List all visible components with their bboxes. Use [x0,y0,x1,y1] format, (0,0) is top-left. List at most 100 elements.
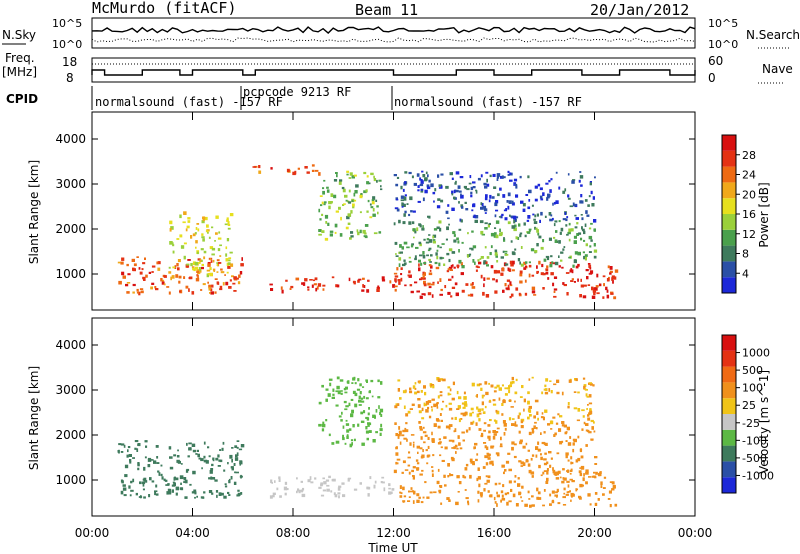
scatter-cell [457,240,460,244]
scatter-cell [334,494,338,498]
scatter-cell [346,173,349,176]
scatter-cell [444,484,447,487]
scatter-cell [510,215,513,218]
scatter-cell [229,251,233,254]
scatter-cell [438,262,441,267]
scatter-cell [378,231,382,234]
scatter-cell [358,278,362,281]
scatter-cell [351,382,354,384]
scatter-cell [486,446,489,450]
scatter-cell [328,475,331,479]
scatter-cell [217,282,220,285]
scatter-cell [351,442,353,446]
scatter-cell [519,396,523,398]
scatter-cell [518,292,521,296]
scatter-cell [395,255,399,257]
scatter-cell [120,490,124,495]
scatter-cell [577,263,580,267]
scatter-cell [594,456,598,459]
scatter-cell [577,391,580,394]
scatter-cell [339,379,344,382]
scatter-cell [340,392,343,395]
scatter-cell [374,480,377,484]
scatter-cell [169,456,173,459]
scatter-cell [528,405,532,409]
scatter-cell [326,189,330,193]
scatter-cell [588,476,592,478]
scatter-cell [509,296,512,299]
scatter-cell [435,418,439,421]
scatter-cell [584,257,587,261]
scatter-cell [496,260,499,263]
scatter-cell [567,442,572,446]
scatter-cell [408,213,411,217]
scatter-cell [175,274,179,278]
scatter-cell [423,441,426,444]
scatter-cell [347,222,351,225]
scatter-cell [521,500,524,502]
scatter-cell [187,217,191,220]
scatter-cell [578,232,582,235]
scatter-cell [527,175,530,179]
scatter-cell [521,485,524,489]
scatter-cell [447,386,451,389]
colorbar-tick-label: -100 [742,434,767,447]
scatter-cell [240,461,243,465]
scatter-cell [318,401,322,405]
scatter-cell [581,226,583,230]
scatter-cell [169,228,172,232]
scatter-cell [553,276,558,279]
scatter-cell [184,496,188,499]
scatter-cell [474,442,478,446]
scatter-cell [227,227,231,230]
scatter-cell [583,384,587,387]
scatter-cell [506,492,510,495]
scatter-cell [440,199,444,203]
scatter-cell [464,411,468,415]
colorbar-tick-label: 16 [742,208,756,221]
scatter-cell [542,504,545,507]
scatter-cell [453,266,456,269]
scatter-cell [404,194,407,197]
scatter-cell [437,198,441,201]
scatter-cell [336,376,340,380]
scatter-cell [544,391,549,395]
scatter-cell [433,491,437,494]
scatter-cell [324,237,329,241]
scatter-cell [606,289,609,293]
scatter-cell [448,248,453,252]
scatter-cell [567,173,570,176]
scatter-cell [536,229,539,233]
scatter-cell [583,473,585,477]
scatter-cell [393,174,397,177]
scatter-cell [227,265,231,269]
scatter-cell [233,463,236,466]
scatter-cell [216,262,218,264]
colorbar-tick-label: 8 [742,248,749,261]
scatter-cell [318,172,321,176]
scatter-cell [524,279,527,283]
scatter-cell [463,391,466,395]
scatter-cell [258,170,262,174]
scatter-cell [530,457,533,461]
scatter-cell [238,274,241,278]
scatter-cell [566,233,569,236]
scatter-cell [141,481,146,485]
scatter-cell [579,171,582,173]
scatter-cell [472,420,475,424]
scatter-cell [399,485,402,489]
scatter-cell [594,287,598,291]
scatter-cell [179,475,184,480]
scatter-cell [311,284,314,288]
colorbar-swatch [722,229,736,246]
scatter-cell [340,390,343,392]
scatter-cell [595,471,598,475]
scatter-cell [485,294,490,298]
scatter-cell [383,487,386,492]
scatter-cell [217,465,221,467]
colorbar-tick-label: 20 [742,188,756,201]
scatter-cell [543,431,546,434]
scatter-cell [396,198,399,201]
scatter-cell [547,423,551,426]
